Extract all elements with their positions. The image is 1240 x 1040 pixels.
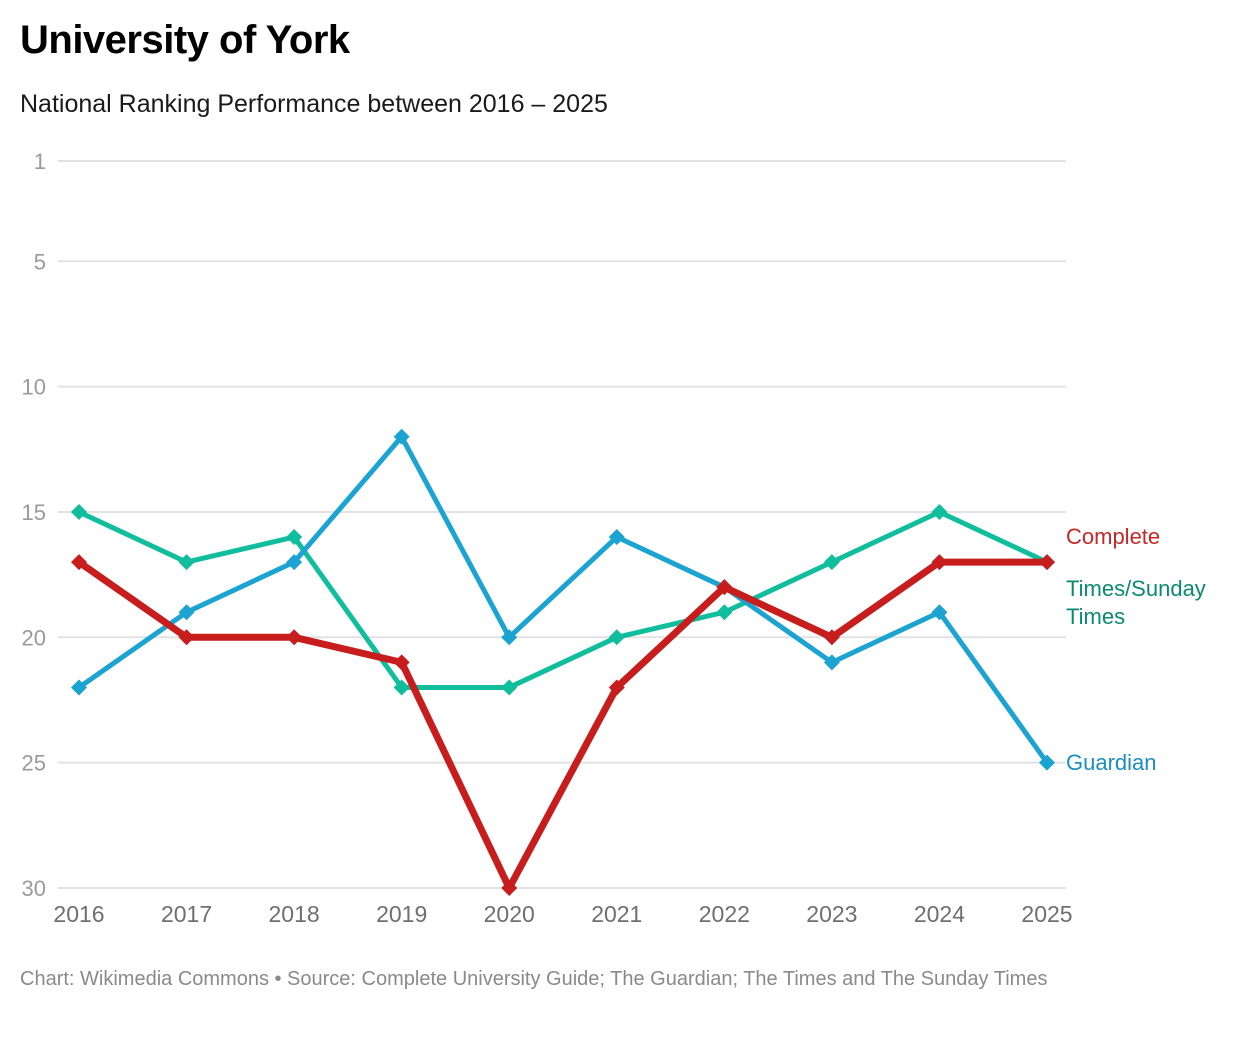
data-point bbox=[286, 529, 303, 546]
data-point bbox=[716, 579, 733, 596]
data-point bbox=[1039, 554, 1055, 571]
y-tick-label: 25 bbox=[22, 751, 46, 776]
y-tick-label: 30 bbox=[22, 876, 46, 901]
data-point bbox=[931, 554, 948, 571]
series-complete bbox=[71, 554, 1055, 896]
x-tick-label: 2016 bbox=[53, 901, 104, 927]
data-point bbox=[716, 604, 733, 621]
data-point bbox=[823, 554, 840, 571]
x-tick-label: 2023 bbox=[806, 901, 857, 927]
series-lines bbox=[71, 428, 1055, 896]
data-point bbox=[931, 503, 948, 520]
series-line bbox=[77, 434, 1050, 765]
x-tick-label: 2020 bbox=[484, 901, 535, 927]
x-tick-label: 2021 bbox=[591, 901, 642, 927]
series-line bbox=[76, 558, 1047, 892]
data-point bbox=[608, 629, 625, 646]
chart-source-footer: Chart: Wikimedia Commons • Source: Compl… bbox=[20, 968, 1048, 990]
data-point bbox=[71, 554, 87, 571]
series-label: Complete bbox=[1066, 524, 1160, 549]
y-tick-label: 20 bbox=[22, 625, 46, 650]
data-point bbox=[286, 629, 303, 646]
y-tick-label: 1 bbox=[34, 149, 46, 174]
data-point bbox=[178, 554, 195, 571]
data-point bbox=[931, 604, 948, 621]
series-label: Times bbox=[1066, 604, 1125, 629]
data-point bbox=[823, 629, 840, 646]
data-point bbox=[178, 604, 195, 621]
y-tick-label: 5 bbox=[34, 249, 46, 274]
x-tick-label: 2024 bbox=[914, 901, 965, 927]
x-axis: 2016 2017 2018 2019 2020 2021 2022 2023 2024 2025 bbox=[53, 901, 1072, 927]
data-point bbox=[501, 679, 518, 696]
data-point bbox=[501, 629, 518, 646]
series-label: Guardian bbox=[1066, 750, 1157, 775]
series-label: Times/Sunday bbox=[1066, 576, 1206, 601]
data-point bbox=[1039, 754, 1055, 771]
data-point bbox=[393, 679, 410, 696]
data-point bbox=[71, 503, 87, 520]
x-tick-label: 2018 bbox=[269, 901, 320, 927]
x-tick-label: 2017 bbox=[161, 901, 212, 927]
y-tick-label: 10 bbox=[22, 375, 46, 400]
data-point bbox=[178, 629, 195, 646]
x-tick-label: 2019 bbox=[376, 901, 427, 927]
data-point bbox=[608, 679, 625, 696]
data-point bbox=[71, 679, 87, 696]
data-point bbox=[823, 654, 840, 671]
series-guardian bbox=[71, 428, 1055, 771]
series-line bbox=[77, 509, 1049, 690]
data-point bbox=[393, 654, 410, 671]
chart-title: University of York bbox=[20, 18, 350, 62]
series-labels: Times/Sunday Times Guardian Complete bbox=[1066, 524, 1206, 775]
x-tick-label: 2022 bbox=[699, 901, 750, 927]
y-tick-label: 15 bbox=[22, 500, 46, 525]
data-point bbox=[393, 428, 410, 445]
data-point bbox=[501, 880, 518, 896]
chart-subtitle: National Ranking Performance between 201… bbox=[20, 90, 608, 118]
data-point bbox=[286, 554, 303, 571]
data-point bbox=[608, 529, 625, 546]
x-tick-label: 2025 bbox=[1021, 901, 1072, 927]
